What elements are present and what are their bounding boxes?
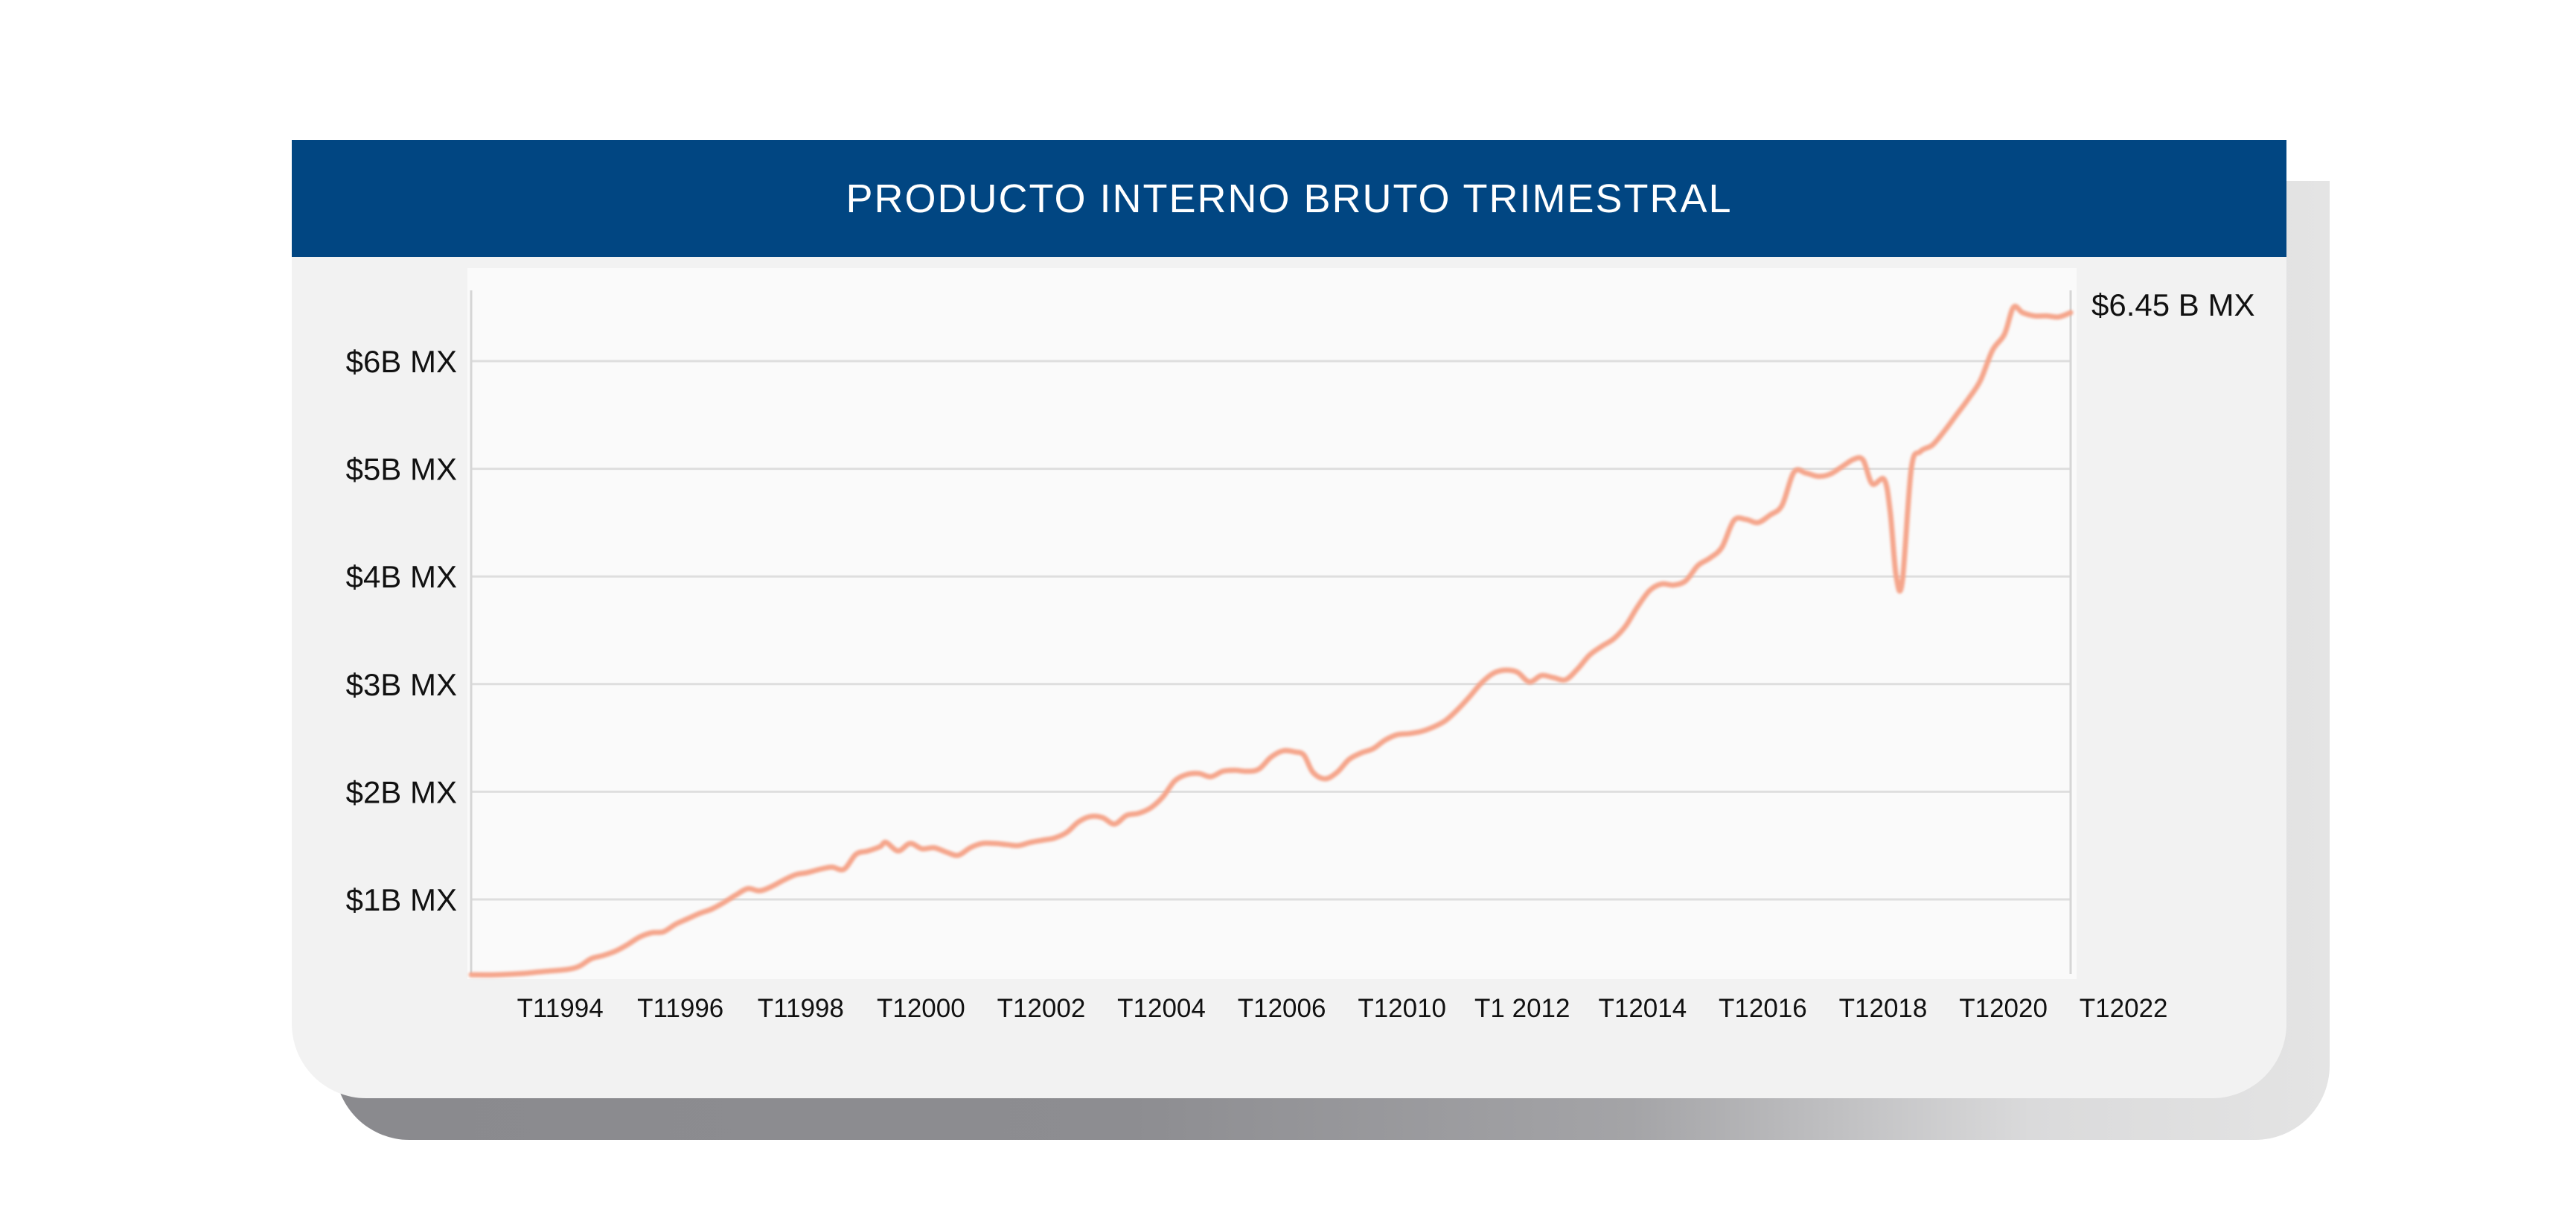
x-tick-label: T12010: [1358, 994, 1446, 1023]
x-tick-label: T12006: [1238, 994, 1326, 1023]
y-tick-label: $3B MX: [346, 667, 457, 702]
x-tick-labels: T11994 T11996 T11998 T12000 T12002 T12004 T120…: [517, 994, 2168, 1023]
grid-lines: [471, 360, 2071, 901]
x-tick-label: T11994: [517, 994, 604, 1023]
chart-title: PRODUCTO INTERNO BRUTO TRIMESTRAL: [846, 176, 1733, 221]
x-tick-label: T11998: [758, 994, 844, 1023]
plot-area: [467, 268, 2077, 979]
x-tick-label: T12004: [1117, 994, 1206, 1023]
x-tick-label: T12020: [1959, 994, 2048, 1023]
y-tick-label: $5B MX: [346, 452, 457, 487]
y-tick-label: $4B MX: [346, 559, 457, 594]
x-tick-label: T12000: [877, 994, 965, 1023]
chart-header: PRODUCTO INTERNO BRUTO TRIMESTRAL: [292, 140, 2286, 257]
x-tick-label: T11996: [637, 994, 723, 1023]
x-tick-label: T12022: [2080, 994, 2168, 1023]
last-value-label: $6.45 B MX: [2091, 287, 2255, 322]
series-line: [468, 304, 2074, 978]
x-tick-label: T12016: [1719, 994, 1807, 1023]
x-tick-label: T12018: [1839, 994, 1928, 1023]
x-tick-label: T12002: [997, 994, 1086, 1023]
y-tick-label: $2B MX: [346, 774, 457, 809]
y-tick-label: $1B MX: [346, 882, 457, 917]
x-tick-label: T12014: [1598, 994, 1687, 1023]
y-tick-label: $6B MX: [346, 344, 457, 379]
y-tick-labels: $1B MX $2B MX $3B MX $4B MX $5B MX $6B MX: [346, 344, 457, 917]
x-tick-label: T1 2012: [1474, 994, 1570, 1023]
